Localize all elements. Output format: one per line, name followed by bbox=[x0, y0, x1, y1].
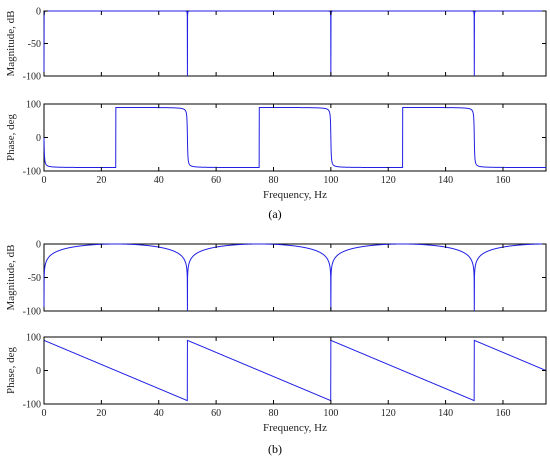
x-tick-label: 60 bbox=[211, 408, 221, 419]
tick-group: 0 -50 -100 bbox=[23, 240, 546, 318]
magnitude-curve bbox=[43, 243, 546, 312]
panel-caption-a: (a) bbox=[268, 207, 281, 221]
y-tick-label: -50 bbox=[28, 273, 41, 284]
x-tick-label: 0 bbox=[42, 408, 47, 419]
x-tick-label: 60 bbox=[211, 175, 221, 186]
y-tick-label: 100 bbox=[26, 100, 41, 111]
y-tick-label: -50 bbox=[28, 39, 41, 50]
tick-group: 0 -50 -100 bbox=[23, 7, 546, 83]
x-tick-label: 120 bbox=[381, 408, 396, 419]
y-axis-label: Phase, deg bbox=[5, 346, 17, 394]
plot-frame bbox=[43, 243, 547, 312]
x-axis-label: Frequency, Hz bbox=[263, 422, 327, 434]
panel-caption-b: (b) bbox=[268, 442, 282, 456]
x-tick-label: 160 bbox=[495, 175, 510, 186]
plot-frame bbox=[43, 103, 547, 172]
x-tick-label: 100 bbox=[323, 175, 338, 186]
plot-frame bbox=[43, 10, 547, 77]
plot-a-magnitude: 0 -50 -100 Magnitude, dB bbox=[5, 7, 547, 83]
magnitude-curve bbox=[43, 10, 546, 77]
y-tick-label: -100 bbox=[23, 72, 41, 83]
y-tick-label: 0 bbox=[36, 7, 41, 18]
y-axis-label: Magnitude, dB bbox=[5, 11, 17, 77]
x-tick-label: 80 bbox=[268, 175, 278, 186]
x-tick-label: 40 bbox=[154, 408, 164, 419]
x-tick-label: 40 bbox=[154, 175, 164, 186]
x-tick-label: 20 bbox=[96, 175, 106, 186]
x-tick-label: 140 bbox=[438, 175, 453, 186]
phase-curve bbox=[43, 106, 546, 169]
x-tick-label: 160 bbox=[495, 408, 510, 419]
phase-curve bbox=[43, 339, 547, 402]
x-tick-label: 120 bbox=[381, 175, 396, 186]
y-tick-label: 100 bbox=[26, 333, 41, 344]
y-tick-label: -100 bbox=[23, 400, 41, 411]
y-tick-label: 0 bbox=[36, 133, 41, 144]
y-tick-label: 0 bbox=[36, 366, 41, 377]
plot-b-magnitude: 0 -50 -100 Magnitude, dB bbox=[5, 240, 547, 318]
y-tick-label: -100 bbox=[23, 167, 41, 178]
x-axis-label: Frequency, Hz bbox=[263, 189, 327, 201]
x-tick-label: 0 bbox=[42, 175, 47, 186]
x-tick-label: 100 bbox=[323, 408, 338, 419]
x-tick-label: 80 bbox=[268, 408, 278, 419]
y-tick-label: -100 bbox=[23, 307, 41, 318]
y-axis-label: Magnitude, dB bbox=[5, 245, 17, 311]
x-tick-label: 140 bbox=[438, 408, 453, 419]
y-tick-label: 0 bbox=[36, 240, 41, 251]
x-tick-label: 20 bbox=[96, 408, 106, 419]
y-axis-label: Phase, deg bbox=[5, 113, 17, 161]
plot-frame bbox=[43, 336, 547, 405]
